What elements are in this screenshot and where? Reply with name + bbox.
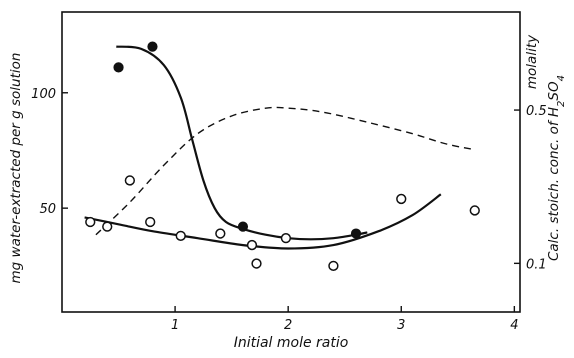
y2-axis-label-molality: molality (524, 34, 540, 89)
filled-point-0 (113, 62, 124, 73)
solid-curve-1 (84, 193, 442, 250)
x-tick-label-0: 1 (171, 318, 179, 333)
open-point-2 (124, 175, 136, 186)
open-point-5 (215, 228, 226, 239)
open-point-7 (251, 258, 262, 269)
x-axis-label: Initial mole ratio (234, 335, 349, 351)
y-axis-label: mg water-extracted per g solution (8, 53, 24, 284)
open-point-1 (102, 221, 113, 232)
open-point-9 (328, 260, 339, 271)
filled-point-2 (237, 221, 249, 232)
x-tick-label-3: 4 (510, 318, 518, 333)
filled-point-1 (147, 41, 158, 52)
curves-layer (84, 45, 475, 250)
open-point-11 (469, 205, 480, 216)
open-point-8 (280, 233, 292, 244)
open-point-4 (175, 230, 186, 241)
x-tick-label-1: 2 (284, 318, 292, 333)
open-point-6 (246, 239, 258, 251)
solid-curve-0 (116, 45, 368, 241)
y2-tick-label-1: 0.5 (526, 104, 547, 119)
y2-tick-label-0: 0.1 (526, 257, 547, 272)
x-tick-label-2: 3 (397, 318, 405, 333)
ticks-layer: 1 2 3 4 50 100 0.1 0.5 (31, 87, 547, 333)
points-layer (85, 41, 480, 271)
open-point-10 (396, 193, 407, 205)
y-tick-label-1: 100 (31, 87, 56, 102)
open-point-0 (85, 216, 96, 228)
filled-point-3 (350, 228, 362, 239)
plot-frame (61, 11, 521, 313)
y2-axis-label: Calc. stoich. conc. of H2SO4 (546, 75, 567, 261)
y-tick-label-0: 50 (39, 202, 56, 217)
dashed-curve-2 (95, 106, 475, 236)
open-point-3 (145, 216, 156, 228)
